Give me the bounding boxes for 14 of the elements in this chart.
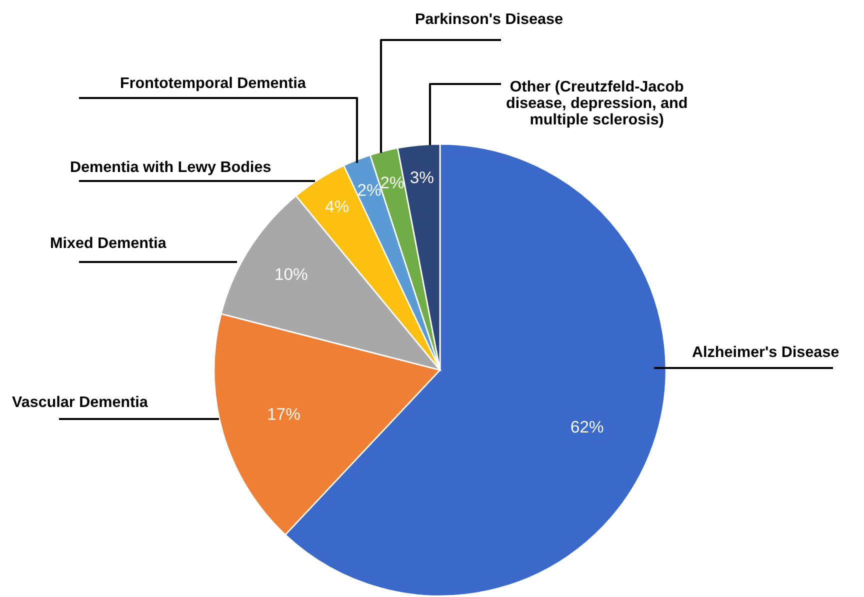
data-label: 2% bbox=[358, 184, 381, 196]
slice-label: Dementia with Lewy Bodies bbox=[71, 160, 271, 176]
data-label: 4% bbox=[325, 200, 349, 212]
slice-label: Parkinson's Disease bbox=[416, 12, 562, 24]
slice-label: Vascular Dementia bbox=[12, 396, 148, 408]
slice-label: Alzheimer's Disease bbox=[692, 346, 839, 358]
data-label: 62% bbox=[571, 420, 604, 433]
slice-label: Frontotemporal Dementia bbox=[121, 76, 306, 92]
data-label: 17% bbox=[268, 408, 300, 420]
data-label: 10% bbox=[276, 268, 308, 280]
data-label: 2% bbox=[381, 176, 404, 188]
data-label: 3% bbox=[410, 171, 434, 184]
slice-label: Mixed Dementia bbox=[51, 236, 166, 248]
slice-label: Other (Creutzfeld-Jacob disease, depression, and multiple sclerosis) bbox=[506, 80, 687, 128]
